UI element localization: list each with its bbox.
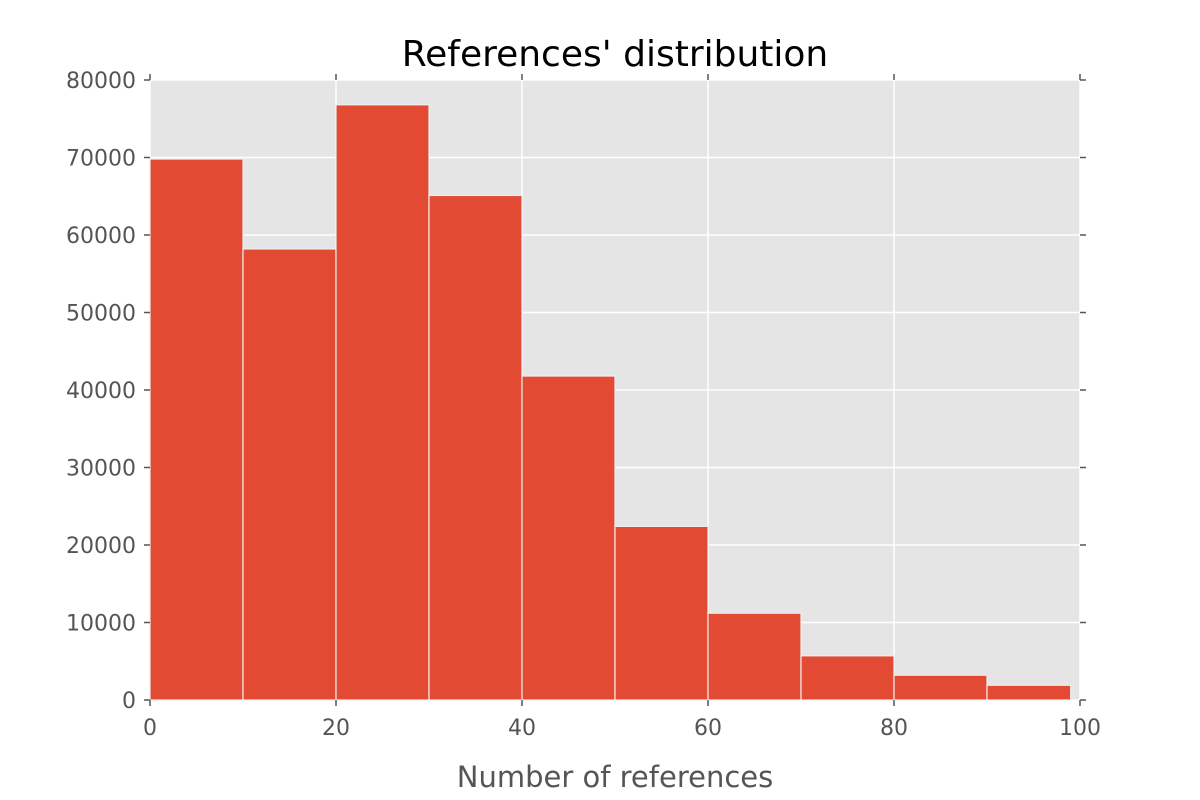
histogram-bar	[335, 104, 430, 701]
x-tick-label: 20	[322, 716, 350, 741]
y-tick-label: 50000	[66, 302, 136, 327]
chart-title: References' distribution	[402, 34, 829, 75]
y-tick-label: 30000	[66, 457, 136, 482]
y-tick-label: 10000	[66, 612, 136, 637]
x-tick-label: 0	[143, 716, 157, 741]
x-tick-label: 100	[1059, 716, 1101, 741]
y-tick-label: 0	[122, 689, 136, 714]
x-tick-label: 60	[694, 716, 722, 741]
y-tick-label: 60000	[66, 224, 136, 249]
histogram-bar	[149, 158, 244, 701]
histogram-bar	[800, 655, 895, 701]
histogram-bar	[986, 684, 1072, 701]
histogram-bar	[707, 612, 802, 701]
y-tick-label: 70000	[66, 147, 136, 172]
histogram-bar	[614, 525, 709, 701]
histogram-bar	[893, 674, 988, 701]
x-tick-labels: 0 20 40 60 80 100	[143, 716, 1101, 741]
histogram-bar	[242, 248, 337, 701]
y-tick-label: 40000	[66, 379, 136, 404]
histogram-bar	[521, 375, 616, 701]
y-tick-label: 20000	[66, 534, 136, 559]
x-axis-label: Number of references	[457, 760, 773, 794]
x-tick-label: 40	[508, 716, 536, 741]
y-tick-label: 80000	[66, 69, 136, 94]
y-tick-labels: 0 10000 20000 30000 40000 50000 60000 70000 8000…	[66, 69, 136, 714]
axis-ticks	[144, 74, 1086, 706]
bars	[149, 104, 1072, 701]
histogram-bar	[428, 194, 523, 701]
x-tick-label: 80	[880, 716, 908, 741]
